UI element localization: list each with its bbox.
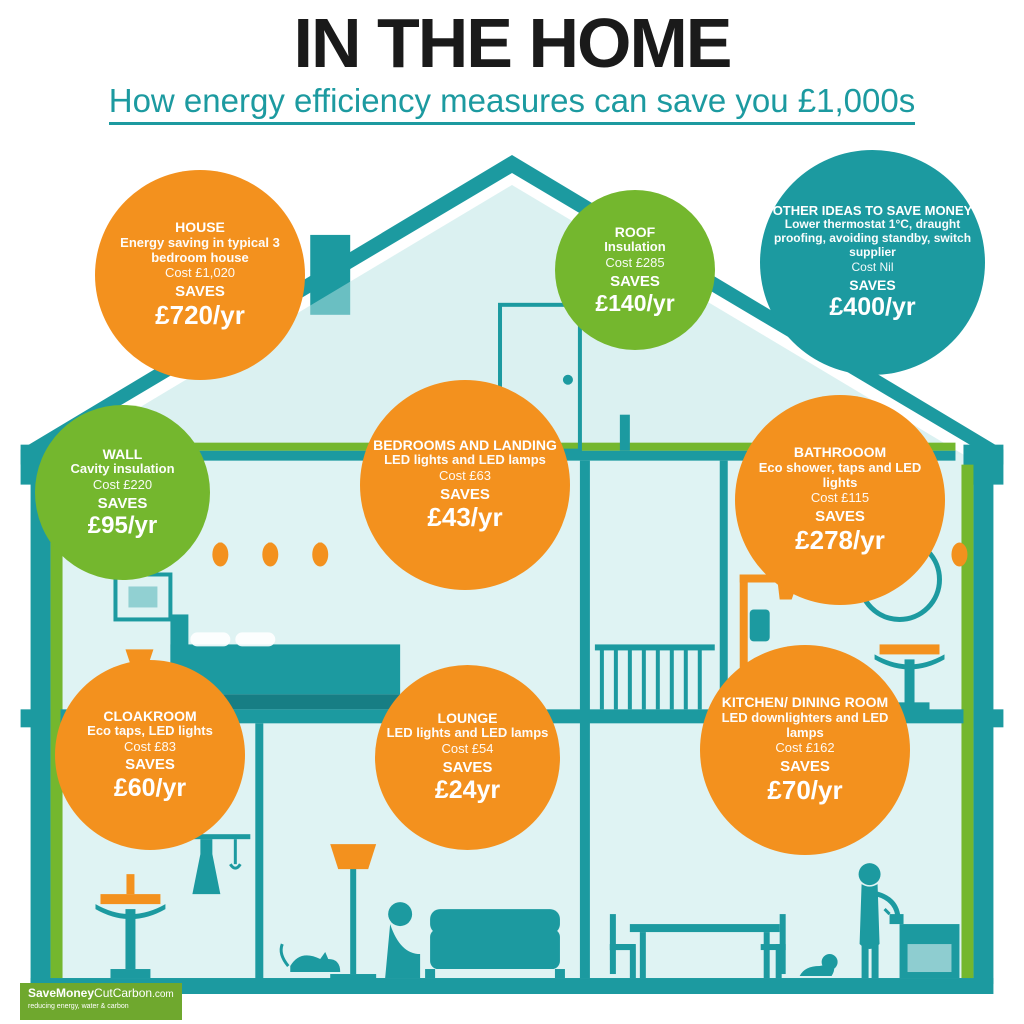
bubble-bedrooms: BEDROOMS AND LANDING LED lights and LED … bbox=[360, 380, 570, 590]
bubble-title: ROOF bbox=[615, 224, 655, 240]
bubble-cost: Cost £115 bbox=[811, 491, 869, 506]
bubble-bathroom: BATHROOOM Eco shower, taps and LED light… bbox=[735, 395, 945, 605]
house-illustration: HOUSE Energy saving in typical 3 bedroom… bbox=[20, 155, 1004, 994]
bubble-saves: £720/yr bbox=[155, 301, 245, 331]
bubble-saves: £70/yr bbox=[767, 776, 842, 806]
bubble-saves-label: SAVES bbox=[98, 495, 148, 512]
bubble-saves-label: SAVES bbox=[780, 758, 830, 775]
bubble-cost: Cost £220 bbox=[93, 478, 152, 493]
bubble-desc: Energy saving in typical 3 bedroom house bbox=[105, 236, 295, 266]
bubble-saves: £140/yr bbox=[595, 290, 674, 316]
page-subtitle: How energy efficiency measures can save … bbox=[109, 78, 916, 125]
bubble-saves: £24yr bbox=[435, 776, 500, 805]
bubble-title: HOUSE bbox=[175, 219, 225, 235]
bubble-lounge: LOUNGE LED lights and LED lamps Cost £54… bbox=[375, 665, 560, 850]
bubble-saves-label: SAVES bbox=[610, 273, 660, 290]
bubble-desc: Eco shower, taps and LED lights bbox=[745, 461, 935, 491]
bubble-desc: Eco taps, LED lights bbox=[87, 724, 213, 739]
bubble-cost: Cost £54 bbox=[441, 742, 493, 757]
bubble-desc: Insulation bbox=[604, 240, 665, 255]
bubble-title: BEDROOMS AND LANDING bbox=[373, 437, 557, 453]
bubble-cost: Cost Nil bbox=[851, 261, 893, 275]
bubble-title: KITCHEN/ DINING ROOM bbox=[722, 694, 888, 710]
brand-part2: CutCarbon bbox=[94, 986, 152, 1000]
bubble-desc: LED lights and LED lamps bbox=[387, 726, 549, 741]
bubble-cost: Cost £285 bbox=[605, 256, 664, 271]
bubble-saves-label: SAVES bbox=[125, 756, 175, 773]
bubble-title: LOUNGE bbox=[438, 710, 498, 726]
brand-tagline: reducing energy, water & carbon bbox=[28, 1000, 174, 1010]
page-title: IN THE HOME bbox=[0, 0, 1024, 78]
bubble-saves-label: SAVES bbox=[175, 283, 225, 300]
bubble-kitchen: KITCHEN/ DINING ROOM LED downlighters an… bbox=[700, 645, 910, 855]
bubble-cost: Cost £1,020 bbox=[165, 266, 235, 281]
bubble-roof: ROOF Insulation Cost £285 SAVES £140/yr bbox=[555, 190, 715, 350]
bubble-saves-label: SAVES bbox=[440, 486, 490, 503]
bubble-title: CLOAKROOM bbox=[103, 708, 196, 724]
footer-logo: SaveMoneyCutCarbon.com reducing energy, … bbox=[20, 983, 182, 1020]
bubble-desc: Cavity insulation bbox=[70, 462, 174, 477]
bubble-saves: £43/yr bbox=[427, 503, 502, 533]
bubble-title: WALL bbox=[103, 446, 143, 462]
bubble-other: OTHER IDEAS TO SAVE MONEY Lower thermost… bbox=[760, 150, 985, 375]
bubble-desc: LED lights and LED lamps bbox=[384, 453, 546, 468]
bubble-desc: LED downlighters and LED lamps bbox=[710, 711, 900, 741]
bubble-saves: £400/yr bbox=[829, 293, 915, 322]
brand-domain: .com bbox=[152, 989, 174, 1000]
bubble-wall: WALL Cavity insulation Cost £220 SAVES £… bbox=[35, 405, 210, 580]
bubble-saves-label: SAVES bbox=[443, 759, 493, 776]
bubble-saves: £60/yr bbox=[114, 774, 186, 803]
bubble-desc: Lower thermostat 1°C, draught proofing, … bbox=[770, 218, 975, 259]
bubble-cost: Cost £83 bbox=[124, 740, 176, 755]
bubble-cost: Cost £162 bbox=[775, 741, 834, 756]
bubble-cloakroom: CLOAKROOM Eco taps, LED lights Cost £83 … bbox=[55, 660, 245, 850]
bubble-house: HOUSE Energy saving in typical 3 bedroom… bbox=[95, 170, 305, 380]
bubble-saves-label: SAVES bbox=[815, 508, 865, 525]
bubble-title: BATHROOOM bbox=[794, 444, 886, 460]
brand-part1: SaveMoney bbox=[28, 986, 94, 1000]
bubble-saves-label: SAVES bbox=[849, 277, 895, 293]
bubble-saves: £95/yr bbox=[88, 512, 157, 540]
bubble-saves: £278/yr bbox=[795, 526, 885, 556]
bubble-title: OTHER IDEAS TO SAVE MONEY bbox=[773, 204, 973, 219]
bubble-cost: Cost £63 bbox=[439, 469, 491, 484]
